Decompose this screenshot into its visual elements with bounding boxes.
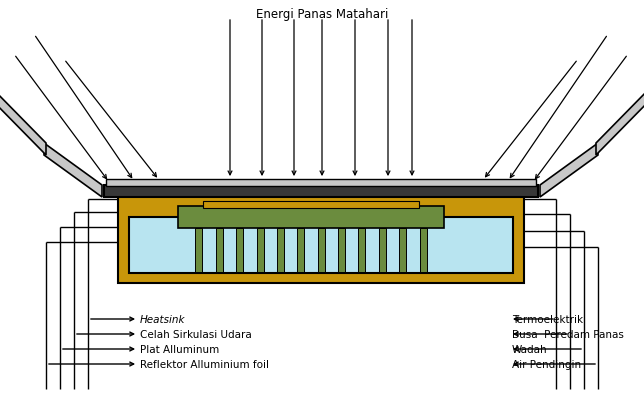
Bar [379,228,386,272]
Bar [203,202,419,209]
Text: Celah Sirkulasi Udara: Celah Sirkulasi Udara [140,329,252,339]
Bar [104,185,538,198]
Text: Plat Alluminum: Plat Alluminum [140,344,219,354]
Bar [236,228,243,272]
Bar [277,228,284,272]
Polygon shape [540,144,598,198]
Bar [420,228,426,272]
Polygon shape [596,86,644,156]
Text: Wadah: Wadah [512,344,547,354]
Bar [195,228,202,272]
Bar [178,207,444,228]
Text: Heatsink: Heatsink [140,314,185,324]
Bar [359,228,365,272]
Bar [216,228,223,272]
Polygon shape [0,86,46,156]
Text: Termoelektrik: Termoelektrik [512,314,583,324]
Bar [399,228,406,272]
Polygon shape [44,144,102,198]
Bar [256,228,263,272]
Bar [118,196,524,284]
Text: Busa  Peredam Panas: Busa Peredam Panas [512,329,624,339]
Bar [106,179,536,187]
Bar [317,228,325,272]
Text: Energi Panas Matahari: Energi Panas Matahari [256,8,388,21]
Bar [129,217,513,273]
Bar [338,228,345,272]
Text: Air Pendingin: Air Pendingin [512,359,581,369]
Text: Reflektor Alluminium foil: Reflektor Alluminium foil [140,359,269,369]
Bar [298,228,305,272]
